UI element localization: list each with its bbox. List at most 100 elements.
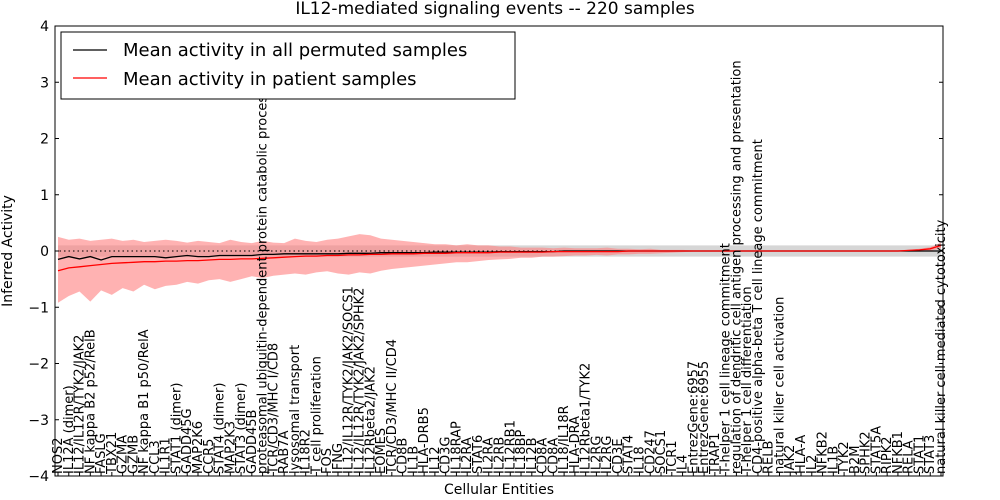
- x-tick-label: IL18R2: [299, 429, 314, 474]
- x-tick-label: proteasomal ubiquitin-dependent protein …: [256, 89, 271, 474]
- x-tick-label: STAT3 (dimer): [234, 383, 249, 474]
- x-tick-label: NFKB1: [891, 431, 906, 474]
- x-tick-label: IFNG: [331, 443, 346, 474]
- x-tick-label: natural killer cell activation: [773, 297, 788, 474]
- x-tick-label: SOCS1: [654, 430, 669, 474]
- x-tick-label: IL1B: [826, 446, 841, 474]
- y-tick-label: −3: [28, 413, 49, 429]
- x-tick-label: TCR/CD3/MHC I/CD8: [266, 343, 281, 475]
- x-tick-label: CD3E: [611, 438, 626, 474]
- x-tick-label: IL12: [428, 446, 443, 474]
- y-tick-label: 4: [40, 19, 49, 35]
- y-tick-label: −1: [28, 300, 49, 316]
- y-axis: −4 −3 −2 −1 0 1 2 3 4: [28, 19, 943, 485]
- y-tick-label: −2: [28, 357, 49, 373]
- x-tick-label: JAK2: [783, 445, 798, 475]
- x-tick-label: NOS2: [51, 438, 66, 474]
- x-tick-label: IL1R1: [159, 437, 174, 474]
- x-tick-label: IL12Rbeta1/TYK2: [579, 363, 594, 474]
- x-tick-label: HLA-A: [794, 435, 809, 474]
- x-tick-label: CD8A: [536, 438, 551, 474]
- series-line-patient: [57, 244, 942, 272]
- x-tick-label: IL2RB: [493, 437, 508, 474]
- x-tick-label: NF kappa B1 p50/RelA: [137, 329, 152, 474]
- x-tick-label: IL12/IL12R/TYK2/JAK2/SPHK2: [353, 288, 368, 474]
- x-tick-label: NFKB2: [816, 431, 831, 474]
- x-tick-label: IL12Rbeta2/JAK2: [363, 366, 378, 474]
- x-tick-label: CD247: [643, 430, 658, 474]
- chart-title: IL12-mediated signaling events -- 220 sa…: [295, 0, 695, 19]
- x-tick-label: natural killer cell mediated cytotoxicit…: [934, 219, 949, 474]
- x-tick-label: B2M: [848, 446, 863, 474]
- x-tick-label: MAP2K6: [191, 421, 206, 474]
- x-tick-label: RELB: [762, 441, 777, 474]
- x-tick-label: STAT4: [622, 435, 637, 474]
- x-tick-label: IL12/IL12R/TYK2/JAK2: [73, 335, 88, 474]
- x-tick-label: HLA-DRA: [568, 416, 583, 474]
- x-tick-label: STAT3: [923, 435, 938, 474]
- x-tick-label: CD8A: [546, 438, 561, 474]
- x-tick-label: IL2RA: [482, 437, 497, 474]
- x-tick-label: CD3G: [439, 437, 454, 474]
- x-tick-label: CD4-positive alpha-beta T cell lineage c…: [751, 139, 766, 474]
- x-tick-label: CCL3: [148, 440, 163, 474]
- y-tick-label: 3: [40, 75, 49, 91]
- x-tick-label: IL18/IL18R: [557, 405, 572, 474]
- x-tick-label: IL2RG: [600, 436, 615, 474]
- x-tick-label: TRAP1: [708, 433, 723, 475]
- x-tick-label: RIPK2: [880, 436, 895, 474]
- x-tick-label: GADD45G: [180, 408, 195, 474]
- legend-box: [60, 31, 516, 100]
- legend-label-permuted: Mean activity in all permuted samples: [123, 40, 467, 61]
- x-tick-label: RELA: [902, 440, 917, 474]
- x-tick-label: STAT4 (dimer): [213, 383, 228, 474]
- x-tick-label: GZMB: [126, 435, 141, 474]
- legend-label-patient: Mean activity in patient samples: [123, 69, 417, 90]
- x-tick-label: IL12RB1: [503, 420, 518, 474]
- x-tick-label: IL2RG: [589, 436, 604, 474]
- x-tick-label: CCR5: [202, 439, 217, 474]
- x-tick-label: FOS: [320, 448, 335, 474]
- x-tick-label: HLA-DRB5: [417, 407, 432, 474]
- x-tick-label: GADD45B: [245, 410, 260, 474]
- y-tick-label: 2: [40, 132, 49, 148]
- x-tick-label: STAT1 (dimer): [170, 383, 185, 474]
- lines-layer: [55, 244, 943, 272]
- x-tick-label: IL1B: [406, 446, 421, 474]
- x-tick-label: lysosomal transport: [288, 345, 303, 474]
- x-tick-label: RAB7A: [277, 430, 292, 474]
- x-tick-label: IL12A (dimer): [62, 385, 77, 474]
- x-tick-label: STAT5A: [869, 426, 884, 474]
- x-tick-label: EOMES: [374, 428, 389, 474]
- x-tick-label: TCR/CD3/MHC II/CD4: [385, 339, 400, 475]
- y-tick-label: −4: [28, 469, 49, 485]
- x-tick-label: IL2RA: [460, 437, 475, 474]
- x-tick-label: T cell proliferation: [309, 356, 324, 475]
- x-tick-label: TCR1: [665, 440, 680, 475]
- y-tick-label: 1: [40, 188, 49, 204]
- x-tick-label: IL4: [676, 455, 691, 474]
- x-tick-label: NF kappa B2 p52/RelB: [83, 329, 98, 474]
- x-tick-label: T-helper 1 cell differentiation: [740, 286, 755, 475]
- y-tick-label: 0: [40, 244, 49, 260]
- x-tick-label: EntrezGene:6955: [697, 361, 712, 474]
- x-tick-label: TYK2: [837, 441, 852, 475]
- x-tick-label: IL18RAP: [449, 421, 464, 474]
- x-tick-label: MAP2K3: [223, 421, 238, 474]
- x-tick-label: SPHK2: [859, 431, 874, 474]
- x-tick-label: regulation of dendritic cell antigen pro…: [729, 60, 744, 474]
- x-tick-label: CD8B: [396, 438, 411, 474]
- x-tick-label: STAT1: [913, 435, 928, 474]
- x-tick-label: STAT6: [471, 435, 486, 474]
- x-tick-label: IL18: [633, 446, 648, 474]
- x-tick-label: TBX21: [105, 432, 120, 475]
- x-tick-label: T-helper 1 cell lineage commitment: [719, 243, 734, 475]
- y-axis-label: Inferred Activity: [0, 195, 16, 307]
- x-tick-label: IL12B: [525, 437, 540, 474]
- x-tick-label: IL18BP: [514, 429, 529, 474]
- x-tick-label: IL2: [805, 455, 820, 474]
- x-axis: [57, 472, 942, 476]
- x-tick-label: EntrezGene:6957: [686, 361, 701, 474]
